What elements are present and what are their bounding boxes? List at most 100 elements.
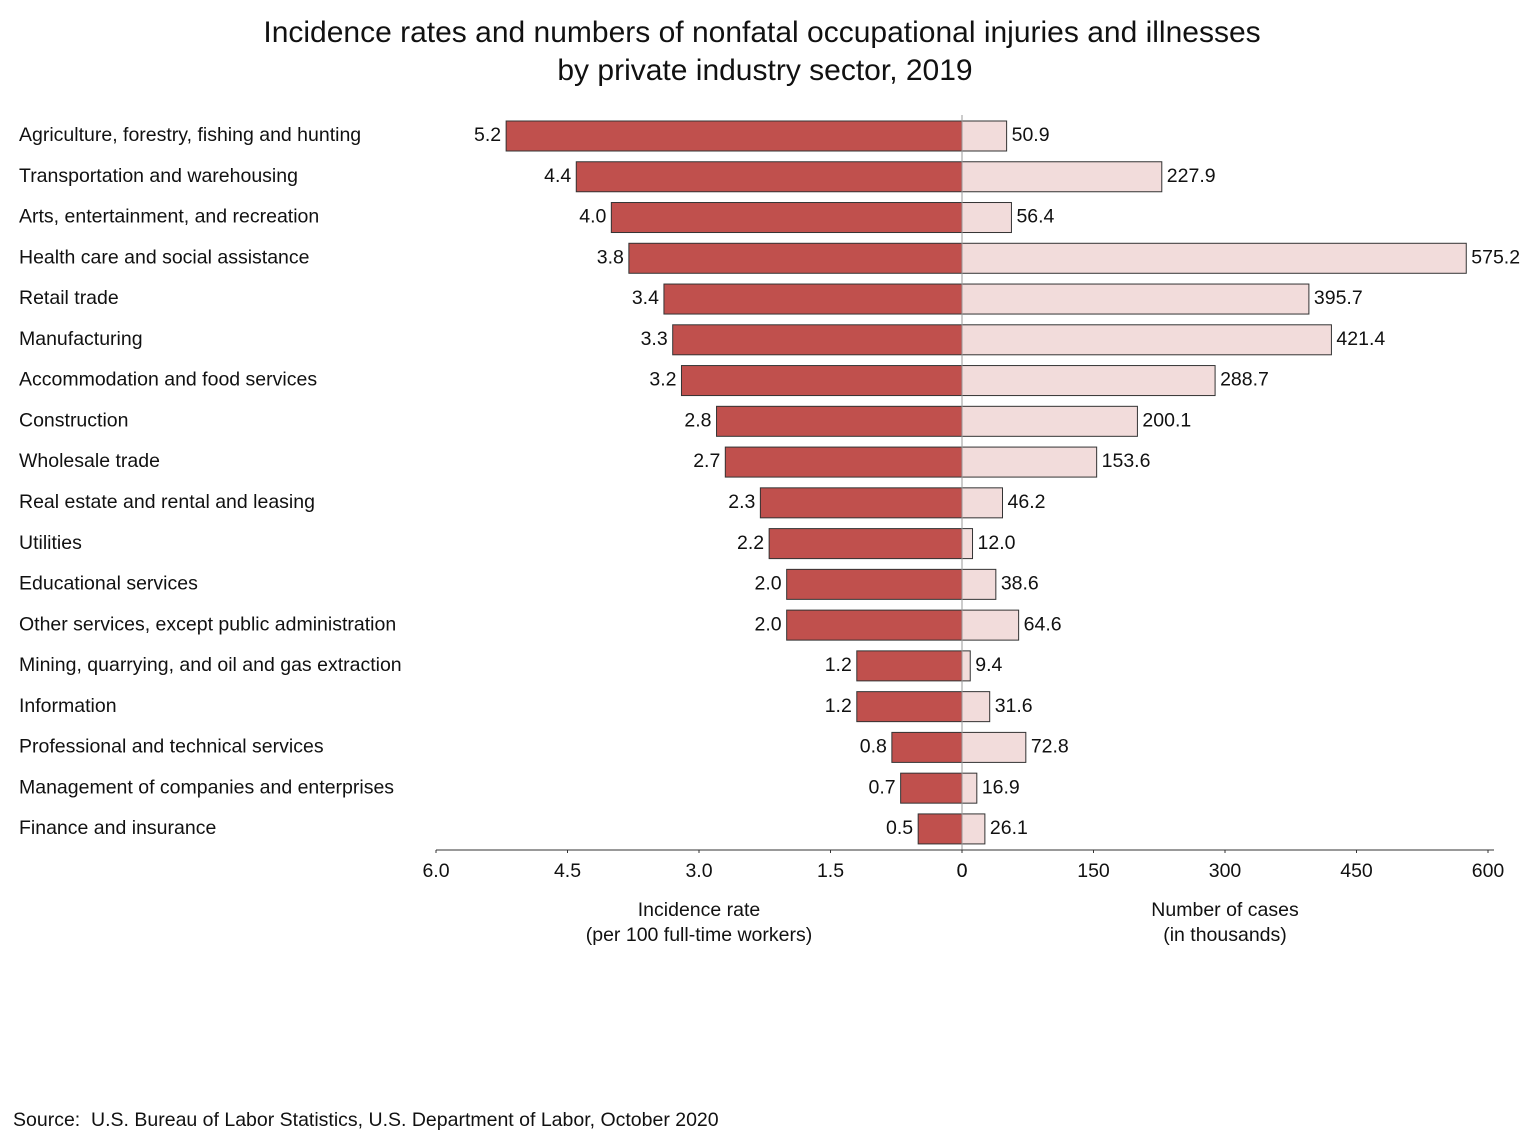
- bar: [786, 568, 963, 600]
- category-label: Transportation and warehousing: [19, 165, 298, 187]
- bar: [961, 202, 1012, 234]
- value-label: 38.6: [1001, 573, 1039, 595]
- value-label: 3.3: [641, 328, 668, 350]
- value-label: 395.7: [1314, 287, 1363, 309]
- value-label: 9.4: [975, 654, 1002, 676]
- bar: [961, 568, 997, 600]
- axis-label: Number of cases: [1151, 899, 1299, 921]
- bar: [961, 283, 1310, 315]
- category-label: Professional and technical services: [19, 736, 324, 758]
- value-label: 64.6: [1024, 613, 1062, 635]
- x-tick-label: 0: [957, 860, 968, 882]
- axis-label: (in thousands): [1163, 924, 1287, 946]
- value-label: 4.4: [544, 165, 571, 187]
- value-label: 153.6: [1102, 450, 1151, 472]
- bar: [672, 324, 963, 356]
- category-label: Construction: [19, 409, 128, 431]
- value-label: 2.0: [755, 573, 782, 595]
- value-label: 12.0: [978, 532, 1016, 554]
- value-label: 2.8: [684, 409, 711, 431]
- category-label: Educational services: [19, 573, 198, 595]
- bar: [961, 691, 991, 723]
- bar: [917, 813, 963, 845]
- category-label: Utilities: [19, 532, 82, 554]
- value-label: 3.4: [632, 287, 659, 309]
- value-label: 56.4: [1016, 206, 1054, 228]
- bar: [768, 528, 963, 560]
- bar: [961, 405, 1138, 437]
- value-label: 3.2: [649, 369, 676, 391]
- value-label: 2.2: [737, 532, 764, 554]
- value-label: 16.9: [982, 776, 1020, 798]
- bar: [961, 365, 1216, 397]
- x-tick-label: 1.5: [817, 860, 844, 882]
- x-tick-label: 4.5: [554, 860, 581, 882]
- source-note: Source: U.S. Bureau of Labor Statistics,…: [13, 1109, 719, 1131]
- value-label: 421.4: [1336, 328, 1385, 350]
- category-label: Accommodation and food services: [19, 369, 317, 391]
- bar: [961, 161, 1163, 193]
- bar: [961, 242, 1467, 274]
- value-label: 2.0: [755, 613, 782, 635]
- bar: [900, 772, 963, 804]
- value-label: 0.8: [860, 736, 887, 758]
- value-label: 2.3: [728, 491, 755, 513]
- value-label: 575.2: [1471, 246, 1520, 268]
- x-tick-label: 6.0: [422, 860, 449, 882]
- bar: [961, 772, 978, 804]
- category-label: Arts, entertainment, and recreation: [19, 206, 319, 228]
- bar: [961, 731, 1027, 763]
- value-label: 0.7: [869, 776, 896, 798]
- value-label: 3.8: [597, 246, 624, 268]
- value-label: 4.0: [579, 206, 606, 228]
- bar: [961, 487, 1004, 519]
- value-label: 2.7: [693, 450, 720, 472]
- bar: [961, 650, 971, 682]
- axis-label: (per 100 full-time workers): [586, 924, 812, 946]
- bar: [759, 487, 963, 519]
- bar: [575, 161, 963, 193]
- category-label: Real estate and rental and leasing: [19, 491, 315, 513]
- value-label: 26.1: [990, 817, 1028, 839]
- bar: [891, 731, 963, 763]
- bar: [856, 650, 963, 682]
- category-label: Finance and insurance: [19, 817, 216, 839]
- category-label: Other services, except public administra…: [19, 613, 396, 635]
- bar: [628, 242, 963, 274]
- chart-title: Incidence rates and numbers of nonfatal …: [263, 16, 1260, 49]
- x-tick-label: 300: [1209, 860, 1242, 882]
- value-label: 200.1: [1142, 409, 1191, 431]
- value-label: 227.9: [1167, 165, 1216, 187]
- value-label: 46.2: [1008, 491, 1046, 513]
- value-label: 288.7: [1220, 369, 1269, 391]
- category-label: Health care and social assistance: [19, 246, 310, 268]
- chart-title: by private industry sector, 2019: [557, 54, 972, 87]
- value-label: 72.8: [1031, 736, 1069, 758]
- category-label: Wholesale trade: [19, 450, 160, 472]
- bar: [505, 120, 963, 152]
- axis-label: Incidence rate: [638, 899, 761, 921]
- value-label: 50.9: [1012, 124, 1050, 146]
- x-tick-label: 3.0: [685, 860, 712, 882]
- value-label: 1.2: [825, 654, 852, 676]
- bar: [961, 609, 1020, 641]
- bar: [961, 120, 1008, 152]
- bar: [961, 324, 1332, 356]
- value-label: 5.2: [474, 124, 501, 146]
- x-tick-label: 0: [957, 860, 968, 882]
- bar: [663, 283, 963, 315]
- bar: [680, 365, 963, 397]
- bar: [786, 609, 963, 641]
- x-tick-label: 600: [1472, 860, 1505, 882]
- bar: [961, 813, 986, 845]
- category-label: Manufacturing: [19, 328, 143, 350]
- value-label: 31.6: [995, 695, 1033, 717]
- category-label: Information: [19, 695, 117, 717]
- value-label: 1.2: [825, 695, 852, 717]
- x-tick-label: 150: [1077, 860, 1110, 882]
- bar: [961, 446, 1098, 478]
- bar: [724, 446, 963, 478]
- category-label: Management of companies and enterprises: [19, 776, 394, 798]
